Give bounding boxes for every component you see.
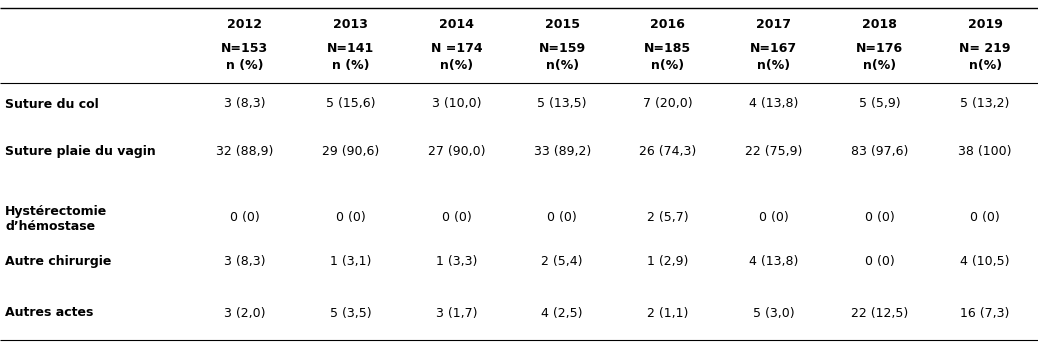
Text: N=167: N=167 bbox=[750, 41, 797, 55]
Text: Hystérectomie
d’hémostase: Hystérectomie d’hémostase bbox=[5, 205, 107, 233]
Text: Autre chirurgie: Autre chirurgie bbox=[5, 255, 111, 269]
Text: 1 (3,1): 1 (3,1) bbox=[330, 255, 372, 269]
Text: 5 (3,5): 5 (3,5) bbox=[330, 307, 372, 319]
Text: N=185: N=185 bbox=[645, 41, 691, 55]
Text: 0 (0): 0 (0) bbox=[441, 211, 471, 224]
Text: 2016: 2016 bbox=[651, 18, 685, 32]
Text: n(%): n(%) bbox=[863, 60, 896, 72]
Text: 3 (10,0): 3 (10,0) bbox=[432, 97, 482, 111]
Text: 27 (90,0): 27 (90,0) bbox=[428, 145, 485, 158]
Text: 26 (74,3): 26 (74,3) bbox=[639, 145, 696, 158]
Text: 5 (3,0): 5 (3,0) bbox=[753, 307, 794, 319]
Text: 0 (0): 0 (0) bbox=[865, 255, 895, 269]
Text: 4 (10,5): 4 (10,5) bbox=[960, 255, 1010, 269]
Text: n(%): n(%) bbox=[757, 60, 790, 72]
Text: 5 (15,6): 5 (15,6) bbox=[326, 97, 376, 111]
Text: N =174: N =174 bbox=[431, 41, 483, 55]
Text: 3 (8,3): 3 (8,3) bbox=[224, 97, 266, 111]
Text: N= 219: N= 219 bbox=[959, 41, 1011, 55]
Text: 2014: 2014 bbox=[439, 18, 474, 32]
Text: 2 (5,4): 2 (5,4) bbox=[542, 255, 583, 269]
Text: Suture du col: Suture du col bbox=[5, 97, 99, 111]
Text: 4 (2,5): 4 (2,5) bbox=[542, 307, 583, 319]
Text: 0 (0): 0 (0) bbox=[230, 211, 260, 224]
Text: 0 (0): 0 (0) bbox=[759, 211, 789, 224]
Text: 2013: 2013 bbox=[333, 18, 368, 32]
Text: 2015: 2015 bbox=[545, 18, 579, 32]
Text: 5 (13,2): 5 (13,2) bbox=[960, 97, 1010, 111]
Text: 4 (13,8): 4 (13,8) bbox=[749, 255, 798, 269]
Text: 0 (0): 0 (0) bbox=[335, 211, 365, 224]
Text: 5 (5,9): 5 (5,9) bbox=[858, 97, 900, 111]
Text: 3 (8,3): 3 (8,3) bbox=[224, 255, 266, 269]
Text: 2012: 2012 bbox=[227, 18, 263, 32]
Text: n(%): n(%) bbox=[546, 60, 579, 72]
Text: N=159: N=159 bbox=[539, 41, 585, 55]
Text: 3 (2,0): 3 (2,0) bbox=[224, 307, 266, 319]
Text: Suture plaie du vagin: Suture plaie du vagin bbox=[5, 145, 156, 158]
Text: n(%): n(%) bbox=[968, 60, 1002, 72]
Text: 1 (3,3): 1 (3,3) bbox=[436, 255, 477, 269]
Text: 3 (1,7): 3 (1,7) bbox=[436, 307, 477, 319]
Text: 0 (0): 0 (0) bbox=[865, 211, 895, 224]
Text: 0 (0): 0 (0) bbox=[547, 211, 577, 224]
Text: 7 (20,0): 7 (20,0) bbox=[644, 97, 692, 111]
Text: 5 (13,5): 5 (13,5) bbox=[538, 97, 586, 111]
Text: N=141: N=141 bbox=[327, 41, 375, 55]
Text: 0 (0): 0 (0) bbox=[971, 211, 1000, 224]
Text: 2017: 2017 bbox=[756, 18, 791, 32]
Text: n(%): n(%) bbox=[440, 60, 473, 72]
Text: Autres actes: Autres actes bbox=[5, 307, 93, 319]
Text: 16 (7,3): 16 (7,3) bbox=[960, 307, 1010, 319]
Text: 22 (75,9): 22 (75,9) bbox=[745, 145, 802, 158]
Text: n (%): n (%) bbox=[226, 60, 264, 72]
Text: 32 (88,9): 32 (88,9) bbox=[216, 145, 274, 158]
Text: 22 (12,5): 22 (12,5) bbox=[851, 307, 908, 319]
Text: 29 (90,6): 29 (90,6) bbox=[322, 145, 379, 158]
Text: n (%): n (%) bbox=[332, 60, 370, 72]
Text: 2018: 2018 bbox=[862, 18, 897, 32]
Text: 1 (2,9): 1 (2,9) bbox=[648, 255, 688, 269]
Text: 2019: 2019 bbox=[967, 18, 1003, 32]
Text: 2 (5,7): 2 (5,7) bbox=[647, 211, 688, 224]
Text: 38 (100): 38 (100) bbox=[958, 145, 1012, 158]
Text: 83 (97,6): 83 (97,6) bbox=[851, 145, 908, 158]
Text: 2 (1,1): 2 (1,1) bbox=[648, 307, 688, 319]
Text: N=176: N=176 bbox=[855, 41, 903, 55]
Text: 33 (89,2): 33 (89,2) bbox=[534, 145, 591, 158]
Text: n(%): n(%) bbox=[651, 60, 684, 72]
Text: 4 (13,8): 4 (13,8) bbox=[749, 97, 798, 111]
Text: N=153: N=153 bbox=[221, 41, 269, 55]
